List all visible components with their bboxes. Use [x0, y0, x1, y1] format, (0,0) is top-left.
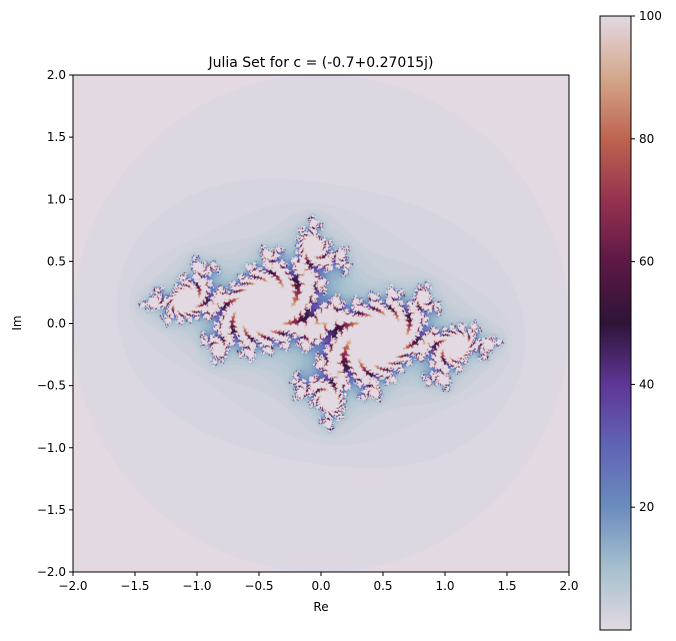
x-tick-label: 1.5: [497, 579, 516, 593]
y-axis-ticks: −2.0 −1.5 −1.0 −0.5 0.0 0.5 1.0 1.5 2.0: [37, 68, 73, 579]
colorbar-tick-label: 40: [639, 377, 654, 391]
x-tick-label: −2.0: [58, 579, 87, 593]
x-axis-label: Re: [313, 600, 328, 614]
y-tick-label: −0.5: [37, 379, 66, 393]
y-tick-label: 1.0: [47, 192, 66, 206]
colorbar-tick-label: 20: [639, 500, 654, 514]
x-tick-label: 2.0: [559, 579, 578, 593]
colorbar-tick-label: 60: [639, 255, 654, 269]
y-tick-label: 1.5: [47, 130, 66, 144]
colorbar-tick-label: 100: [639, 9, 662, 23]
x-tick-label: 1.0: [435, 579, 454, 593]
x-tick-label: −1.5: [120, 579, 149, 593]
y-tick-label: −1.5: [37, 503, 66, 517]
x-axis-ticks: −2.0 −1.5 −1.0 −0.5 0.0 0.5 1.0 1.5 2.0: [58, 572, 579, 593]
y-axis-label: Im: [10, 315, 24, 330]
x-tick-label: −1.0: [182, 579, 211, 593]
y-tick-label: 0.0: [47, 317, 66, 331]
colorbar-tick-label: 80: [639, 132, 654, 146]
chart-title: Julia Set for c = (-0.7+0.27015j): [207, 55, 433, 71]
x-tick-label: 0.0: [311, 579, 330, 593]
x-tick-label: 0.5: [373, 579, 392, 593]
y-tick-label: 2.0: [47, 68, 66, 82]
colorbar-gradient: [600, 16, 631, 630]
plot-area: [72, 74, 570, 573]
y-tick-label: 0.5: [47, 254, 66, 268]
colorbar-ticks: 20 40 60 80 100: [631, 9, 662, 514]
y-tick-label: −2.0: [37, 565, 66, 579]
colorbar: 20 40 60 80 100: [599, 9, 662, 631]
colorbar-frame: [599, 15, 632, 631]
y-tick-label: −1.0: [37, 441, 66, 455]
x-tick-label: −0.5: [244, 579, 273, 593]
julia-set-image: [73, 75, 569, 572]
